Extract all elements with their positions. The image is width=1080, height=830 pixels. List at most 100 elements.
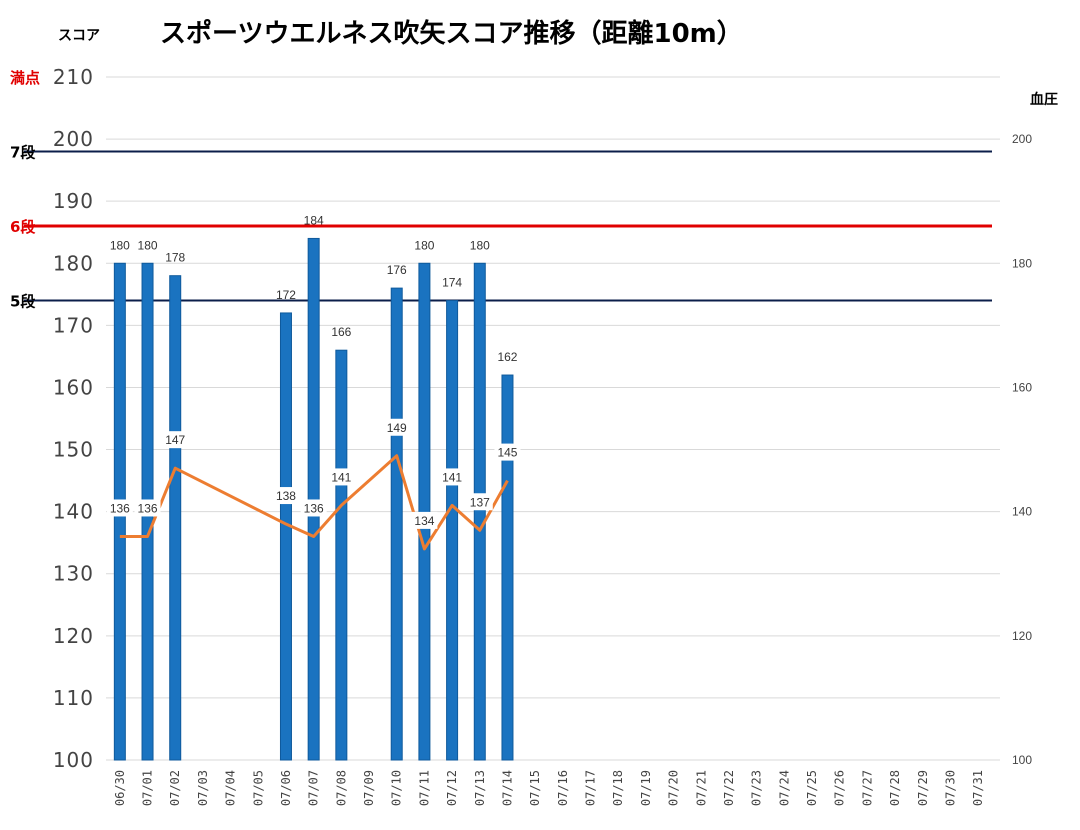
y-tick-label: 160 bbox=[53, 375, 94, 399]
x-tick-label: 07/07 bbox=[307, 770, 321, 806]
bar bbox=[169, 275, 182, 761]
line-value-label: 141 bbox=[442, 470, 462, 484]
y2-tick-label: 160 bbox=[1012, 380, 1032, 394]
bar-value-label: 180 bbox=[414, 238, 434, 252]
line-value-label: 147 bbox=[165, 433, 185, 447]
x-tick-label: 07/03 bbox=[196, 770, 210, 806]
y-axis-label: スコア bbox=[58, 28, 100, 44]
y-tick-label: 120 bbox=[53, 624, 94, 648]
bar-value-label: 174 bbox=[442, 276, 462, 290]
x-tick-label: 07/22 bbox=[722, 770, 736, 806]
x-tick-label: 07/21 bbox=[694, 770, 708, 806]
data-labels: 180 180 178 172 184 166 176 180 174 180 162 136 136 1… bbox=[106, 213, 521, 529]
line-value-label: 136 bbox=[138, 501, 158, 515]
y-tick-label: 210 bbox=[53, 65, 94, 89]
x-tick-label: 07/30 bbox=[943, 770, 957, 806]
x-tick-label: 07/11 bbox=[417, 770, 431, 806]
line-series bbox=[119, 454, 509, 551]
bar bbox=[473, 262, 486, 761]
y-tick-label: 170 bbox=[53, 313, 94, 337]
x-tick-label: 07/04 bbox=[224, 770, 238, 806]
line-value-label: 141 bbox=[331, 470, 351, 484]
x-tick-label: 07/02 bbox=[168, 770, 182, 806]
x-tick-label: 07/15 bbox=[528, 770, 542, 806]
x-tick-label: 07/26 bbox=[833, 770, 847, 806]
x-tick-label: 07/20 bbox=[667, 770, 681, 806]
x-axis-ticks: 06/30 07/01 07/02 07/03 07/04 07/05 07/06 07/07… bbox=[113, 770, 985, 806]
bar-series bbox=[113, 237, 514, 761]
x-tick-label: 07/24 bbox=[777, 770, 791, 806]
y2-tick-label: 140 bbox=[1012, 505, 1032, 519]
y2-tick-label: 180 bbox=[1012, 256, 1032, 270]
chart-title: スポーツウエルネス吹矢スコア推移（距離10m） bbox=[160, 18, 743, 49]
line-label-bg bbox=[162, 431, 189, 449]
bar bbox=[501, 374, 514, 761]
bar-value-label: 178 bbox=[165, 251, 185, 265]
y-tick-label: 200 bbox=[53, 127, 94, 151]
x-tick-label: 07/29 bbox=[916, 770, 930, 806]
y-tick-label: 110 bbox=[53, 686, 94, 710]
line-value-label: 138 bbox=[276, 489, 296, 503]
reference-label: 7段 bbox=[10, 144, 35, 162]
bar-value-label: 172 bbox=[276, 288, 296, 302]
x-tick-label: 07/28 bbox=[888, 770, 902, 806]
line-value-label: 145 bbox=[497, 446, 517, 460]
bar-value-label: 176 bbox=[387, 263, 407, 277]
bar-value-label: 184 bbox=[304, 213, 324, 227]
x-tick-label: 07/18 bbox=[611, 770, 625, 806]
y-tick-label: 180 bbox=[53, 251, 94, 275]
x-tick-label: 07/14 bbox=[500, 770, 514, 806]
bar-value-label: 166 bbox=[331, 325, 351, 339]
line-label-bg bbox=[411, 511, 438, 529]
bar-value-label: 162 bbox=[497, 350, 517, 364]
y2-tick-label: 100 bbox=[1012, 753, 1032, 767]
line-value-label: 149 bbox=[387, 421, 407, 435]
x-tick-label: 07/19 bbox=[639, 770, 653, 806]
line-label-bg bbox=[328, 468, 355, 486]
bar bbox=[307, 237, 320, 761]
line-label-bg bbox=[272, 487, 299, 505]
reference-label: 満点 bbox=[10, 69, 40, 87]
x-tick-label: 07/13 bbox=[473, 770, 487, 806]
line-label-bg bbox=[494, 443, 521, 461]
x-tick-label: 07/01 bbox=[141, 770, 155, 806]
line-value-label: 136 bbox=[110, 501, 130, 515]
x-tick-label: 07/05 bbox=[251, 770, 265, 806]
x-tick-label: 07/16 bbox=[556, 770, 570, 806]
gridlines bbox=[106, 76, 1000, 761]
bar-value-label: 180 bbox=[110, 238, 130, 252]
y-axis-ticks: 100 110 120 130 140 150 160 170 180 190 200 210 bbox=[53, 65, 94, 772]
line-label-bg bbox=[383, 418, 410, 436]
y-tick-label: 100 bbox=[53, 748, 94, 772]
y2-tick-label: 200 bbox=[1012, 132, 1032, 146]
y-tick-label: 150 bbox=[53, 438, 94, 462]
bar-value-label: 180 bbox=[470, 238, 490, 252]
x-tick-label: 07/10 bbox=[390, 770, 404, 806]
y2-axis-ticks: 100 120 140 160 180 200 bbox=[1012, 132, 1032, 767]
x-tick-label: 07/25 bbox=[805, 770, 819, 806]
reference-lines: 満点 7段 6段 5段 bbox=[10, 69, 992, 311]
bar bbox=[335, 349, 348, 761]
y-tick-label: 140 bbox=[53, 500, 94, 524]
line-value-label: 134 bbox=[414, 514, 434, 528]
x-tick-label: 07/31 bbox=[971, 770, 985, 806]
bar bbox=[390, 287, 403, 761]
bar bbox=[418, 262, 431, 761]
y2-tick-label: 120 bbox=[1012, 629, 1032, 643]
line-value-label: 136 bbox=[304, 501, 324, 515]
bar bbox=[446, 300, 459, 761]
y-tick-label: 130 bbox=[53, 562, 94, 586]
y2-axis-label: 血圧 bbox=[1030, 91, 1058, 108]
bar-value-label: 180 bbox=[138, 238, 158, 252]
line-value-label: 137 bbox=[470, 495, 490, 509]
x-tick-label: 07/06 bbox=[279, 770, 293, 806]
line-path bbox=[119, 454, 509, 551]
reference-label: 5段 bbox=[10, 293, 35, 311]
x-tick-label: 06/30 bbox=[113, 770, 127, 806]
line-label-bg bbox=[134, 499, 161, 517]
x-tick-label: 07/09 bbox=[362, 770, 376, 806]
bar bbox=[279, 312, 292, 761]
x-tick-label: 07/17 bbox=[584, 770, 598, 806]
x-tick-label: 07/08 bbox=[334, 770, 348, 806]
